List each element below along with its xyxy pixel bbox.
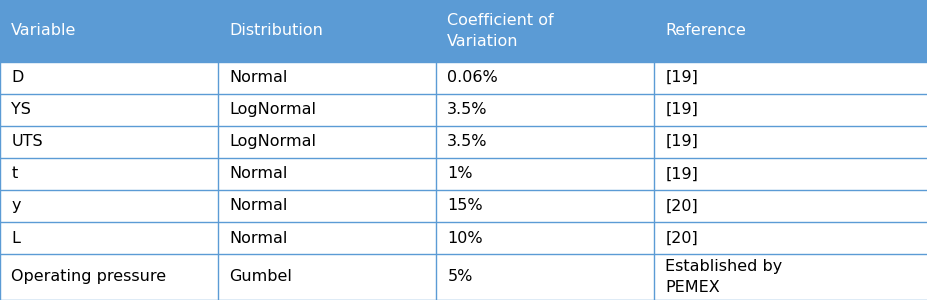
Text: 0.06%: 0.06% (447, 70, 498, 85)
Text: LogNormal: LogNormal (229, 102, 316, 117)
Text: Normal: Normal (229, 166, 287, 181)
Text: 5%: 5% (447, 269, 472, 284)
Text: y: y (11, 198, 20, 213)
Text: Normal: Normal (229, 70, 287, 85)
Text: L: L (11, 230, 20, 245)
Text: Operating pressure: Operating pressure (11, 269, 166, 284)
Text: UTS: UTS (11, 134, 43, 149)
Text: Reference: Reference (665, 23, 745, 38)
Bar (0, 0, 927, 61)
Text: [19]: [19] (665, 102, 697, 117)
Text: Distribution: Distribution (229, 23, 323, 38)
Text: Coefficient of
Variation: Coefficient of Variation (447, 13, 553, 49)
Text: [20]: [20] (665, 198, 697, 213)
Bar (0, 94, 927, 126)
Text: YS: YS (11, 102, 31, 117)
Text: [19]: [19] (665, 134, 697, 149)
Text: Gumbel: Gumbel (229, 269, 292, 284)
Text: 10%: 10% (447, 230, 482, 245)
Text: Normal: Normal (229, 230, 287, 245)
Text: t: t (11, 166, 18, 181)
Bar (0, 126, 927, 158)
Text: [20]: [20] (665, 230, 697, 245)
Text: Normal: Normal (229, 198, 287, 213)
Bar (0, 254, 927, 300)
Text: Established by
PEMEX: Established by PEMEX (665, 259, 781, 295)
Text: 1%: 1% (447, 166, 472, 181)
Text: 3.5%: 3.5% (447, 134, 488, 149)
Bar (0, 61, 927, 94)
Text: 15%: 15% (447, 198, 482, 213)
Bar (0, 222, 927, 254)
Text: D: D (11, 70, 23, 85)
Text: [19]: [19] (665, 70, 697, 85)
Text: [19]: [19] (665, 166, 697, 181)
Text: 3.5%: 3.5% (447, 102, 488, 117)
Text: LogNormal: LogNormal (229, 134, 316, 149)
Text: Variable: Variable (11, 23, 76, 38)
Bar (0, 190, 927, 222)
Bar (0, 158, 927, 190)
